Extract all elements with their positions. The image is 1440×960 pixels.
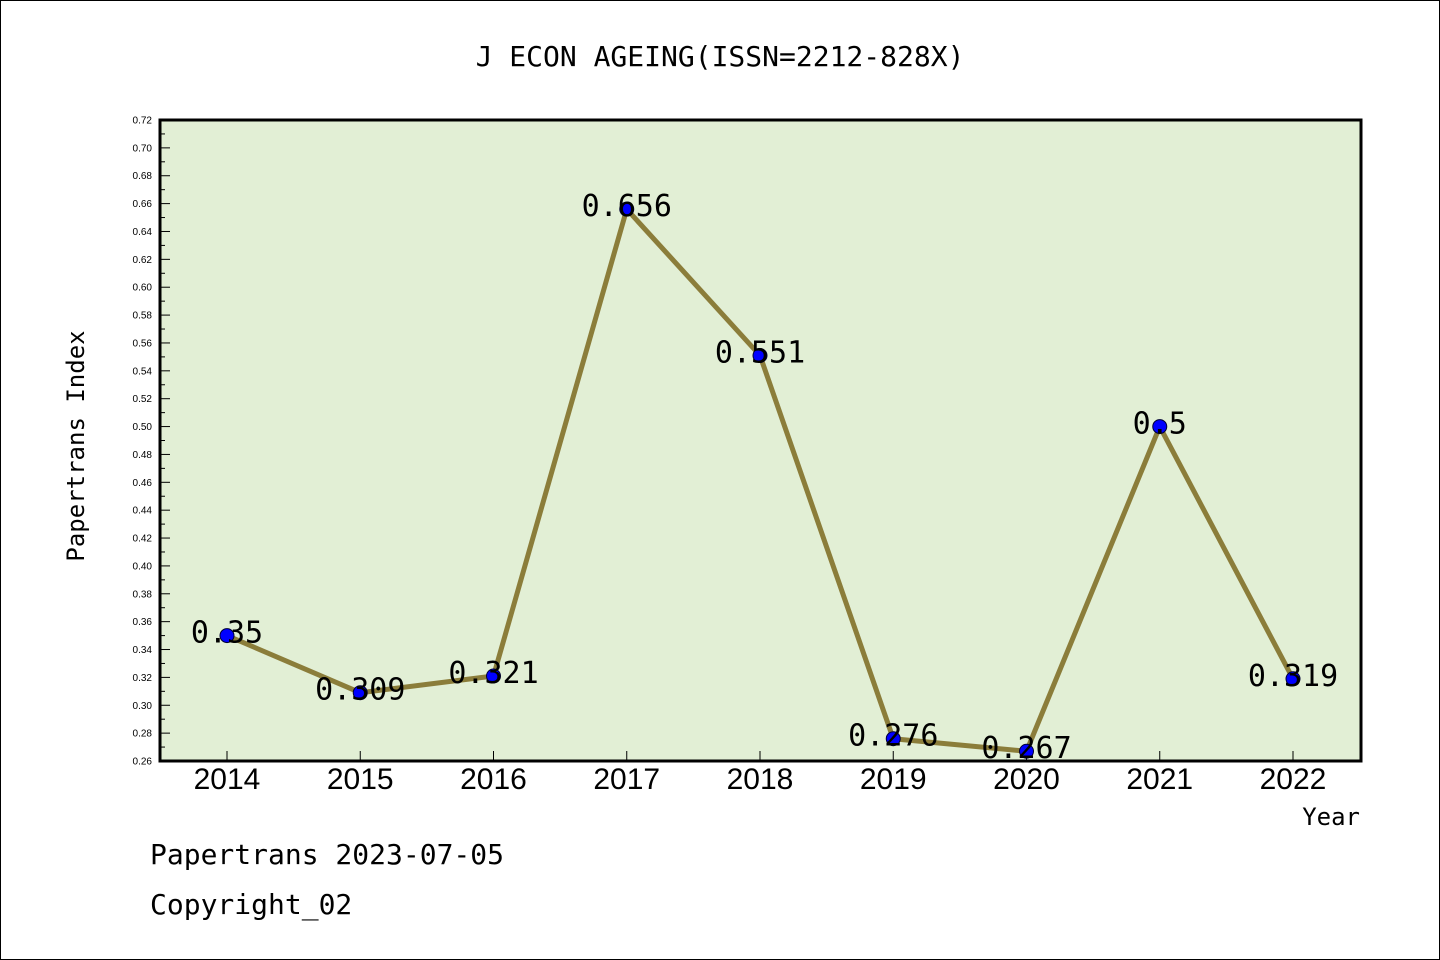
data-point (1285, 671, 1301, 687)
y-tick-label: 0.30 (133, 701, 153, 712)
y-tick-label: 0.34 (133, 645, 153, 656)
y-tick-label: 0.44 (133, 506, 153, 517)
y-tick-label: 0.52 (133, 394, 153, 405)
x-tick-label: 2018 (727, 763, 794, 796)
y-tick-label: 0.50 (133, 422, 153, 433)
x-tick-label: 2017 (593, 763, 660, 796)
chart-title: J ECON AGEING(ISSN=2212-828X) (476, 40, 965, 73)
y-tick-label: 0.26 (133, 757, 153, 768)
y-axis: 0.26 0.28 0.30 0.32 0.34 0.36 0.38 0.40 0.42 0.44… (133, 116, 170, 768)
y-tick-label: 0.38 (133, 589, 153, 600)
x-tick-label: 2020 (993, 763, 1060, 796)
y-tick-label: 0.40 (133, 561, 153, 572)
data-labels: 0.35 0.309 0.321 0.656 0.551 0.276 0.267 0.5 0.3… (191, 189, 1338, 766)
y-tick-label: 0.36 (133, 617, 153, 628)
x-tick-label: 2019 (860, 763, 927, 796)
x-tick-label: 2016 (460, 763, 527, 796)
y-tick-label: 0.28 (133, 729, 153, 740)
footer-date: Papertrans 2023-07-05 (150, 838, 504, 871)
y-tick-label: 0.32 (133, 673, 153, 684)
y-axis-label: Papertrans Index (62, 330, 90, 561)
data-label: 0.35 (191, 616, 263, 651)
x-tick-label: 2015 (327, 763, 394, 796)
y-tick-label: 0.66 (133, 199, 153, 210)
x-tick-label: 2021 (1126, 763, 1193, 796)
data-point (486, 668, 501, 684)
series-points (219, 201, 1301, 759)
y-tick-label: 0.70 (133, 143, 153, 154)
x-tick-label: 2014 (194, 763, 261, 796)
data-point (885, 731, 901, 747)
data-label: 0.309 (315, 673, 405, 708)
y-tick-label: 0.58 (133, 311, 153, 322)
y-tick-label: 0.42 (133, 534, 153, 545)
x-axis: 2014 2015 2016 2017 2018 2019 2020 2021 2022 (194, 751, 1327, 796)
data-label: 0.319 (1248, 659, 1338, 694)
y-tick-label: 0.68 (133, 171, 153, 182)
data-label: 0.656 (582, 189, 672, 224)
data-point (1152, 419, 1168, 435)
data-point (752, 347, 768, 363)
data-label: 0.5 (1133, 407, 1187, 442)
y-tick-label: 0.48 (133, 450, 153, 461)
y-tick-label: 0.72 (133, 116, 153, 127)
data-point (1019, 743, 1034, 759)
data-label: 0.321 (448, 656, 538, 691)
data-point (352, 685, 368, 701)
x-tick-label: 2022 (1260, 763, 1327, 796)
footer-copyright: Copyright_02 (150, 888, 352, 922)
x-axis-label: Year (1302, 803, 1360, 831)
y-tick-label: 0.60 (133, 283, 153, 294)
data-label: 0.267 (981, 731, 1071, 766)
data-point (619, 201, 635, 217)
y-tick-label: 0.64 (133, 227, 153, 238)
data-point (219, 628, 235, 644)
y-tick-label: 0.54 (133, 366, 153, 377)
y-tick-label: 0.62 (133, 255, 153, 266)
data-label: 0.276 (848, 719, 938, 754)
y-tick-label: 0.56 (133, 338, 153, 349)
plot-area (158, 118, 1363, 763)
data-label: 0.551 (715, 335, 805, 370)
y-tick-label: 0.46 (133, 478, 153, 489)
